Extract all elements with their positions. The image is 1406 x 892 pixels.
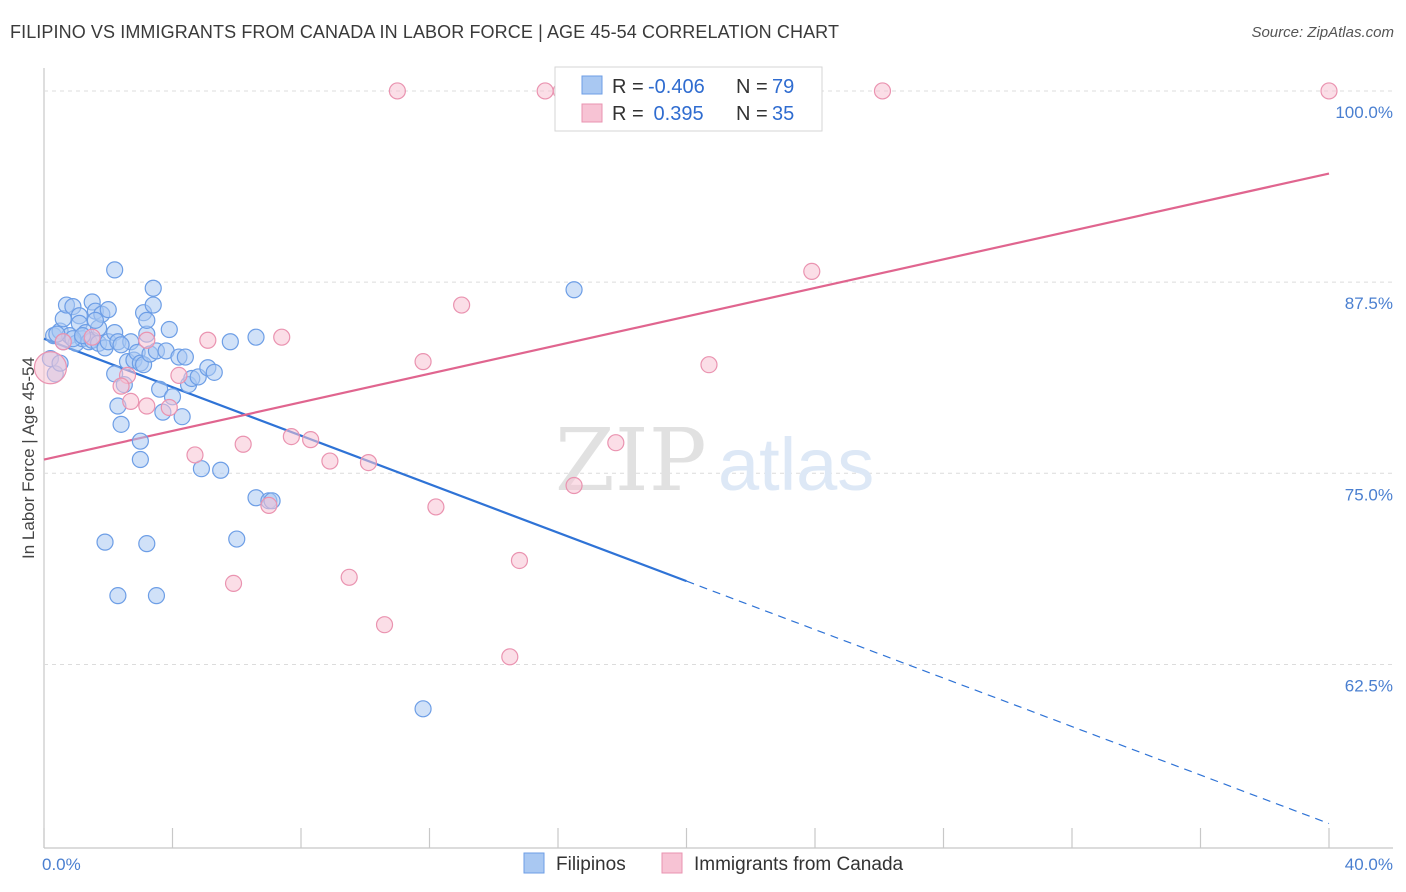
point-filipinos (144, 296, 162, 314)
correlation-legend: R = -0.406 N = 79 R = 0.395 N = 35 (554, 66, 823, 132)
x-tick-label-max: 40.0% (1345, 855, 1393, 874)
legend-n-label-1: N = (736, 76, 773, 98)
point-canada (1320, 82, 1338, 100)
point-filipinos (205, 363, 223, 381)
point-filipinos (86, 311, 105, 329)
legend-n-label-2: N = (736, 103, 773, 125)
point-canada (510, 551, 529, 570)
grid-lines (44, 90, 1393, 665)
point-filipinos (176, 348, 194, 366)
series-legend: Filipinos Immigrants from Canada (523, 852, 904, 875)
point-filipinos (228, 530, 246, 548)
point-canada (388, 82, 406, 100)
y-axis-label: In Labor Force | Age 45-54 (19, 357, 38, 559)
point-canada (260, 496, 278, 515)
point-canada (607, 434, 625, 452)
point-filipinos (144, 279, 162, 297)
point-canada (170, 366, 188, 385)
point-canada (138, 331, 156, 349)
point-filipinos (106, 261, 124, 279)
point-canada (414, 353, 432, 371)
point-filipinos (131, 450, 149, 469)
point-canada (138, 397, 156, 415)
point-filipinos (138, 535, 156, 553)
point-canada (700, 356, 718, 374)
point-canada (340, 568, 358, 586)
point-canada (375, 616, 394, 634)
point-filipinos (112, 336, 130, 354)
chart-title: FILIPINO VS IMMIGRANTS FROM CANADA IN LA… (10, 22, 840, 42)
point-canada (321, 452, 339, 470)
point-filipinos (212, 461, 230, 479)
point-canada (565, 476, 583, 495)
point-canada (302, 431, 320, 449)
series-label-canada: Immigrants from Canada (694, 854, 904, 875)
point-canada (803, 262, 821, 281)
y-tick-label: 87.5% (1345, 294, 1393, 313)
x-axis-ticks (43, 828, 1330, 848)
y-axis-tick-labels: 62.5% 75.0% 87.5% 100.0% (1335, 103, 1393, 696)
series-swatch-filipinos (523, 852, 545, 874)
legend-r-value-1: -0.406 (648, 76, 705, 98)
trend-line-canada (43, 172, 1330, 461)
chart-source: Source: ZipAtlas.com (1251, 24, 1394, 41)
point-filipinos (147, 587, 166, 605)
data-points (33, 82, 1338, 718)
point-filipinos (173, 408, 191, 426)
point-canada (234, 435, 252, 453)
y-tick-label: 100.0% (1335, 103, 1393, 122)
point-canada (359, 453, 378, 472)
legend-n-value-2: 35 (772, 103, 794, 125)
point-canada (199, 331, 217, 349)
point-canada (112, 377, 130, 395)
point-filipinos (414, 700, 432, 718)
point-canada (224, 574, 243, 593)
point-filipinos (99, 301, 117, 319)
legend-swatch-canada (581, 103, 603, 123)
point-filipinos (247, 328, 265, 346)
point-filipinos (192, 460, 211, 478)
watermark-atlas: atlas (718, 423, 874, 506)
legend-swatch-filipinos (581, 75, 603, 95)
point-canada (536, 82, 554, 100)
point-filipinos (221, 333, 239, 351)
trend-line-filipinos-extrapolated (686, 580, 1330, 825)
watermark-zip: ZIP (555, 411, 707, 511)
point-canada (282, 427, 300, 446)
legend-r-label-1: R = (612, 76, 649, 98)
legend-n-value-1: 79 (772, 76, 794, 98)
point-filipinos (151, 380, 169, 398)
point-filipinos (96, 533, 114, 551)
point-filipinos (131, 432, 149, 450)
point-canada (83, 328, 101, 346)
x-tick-label-min: 0.0% (42, 855, 81, 874)
point-canada (501, 648, 519, 666)
point-canada (427, 498, 445, 516)
y-tick-label: 75.0% (1345, 485, 1393, 504)
point-filipinos (565, 281, 583, 299)
point-filipinos (138, 311, 156, 329)
point-canada (54, 333, 72, 351)
point-filipinos (109, 587, 127, 605)
point-canada (453, 296, 471, 314)
point-filipinos (160, 320, 178, 339)
series-label-filipinos: Filipinos (556, 854, 626, 875)
legend-r-value-2: 0.395 (648, 103, 704, 125)
point-canada (160, 398, 178, 417)
point-canada (122, 392, 140, 411)
legend-r-label-2: R = (612, 103, 649, 125)
y-tick-label: 62.5% (1345, 676, 1393, 695)
series-swatch-canada (661, 852, 683, 874)
point-canada (273, 328, 291, 346)
point-canada (873, 82, 892, 100)
point-canada (186, 446, 204, 464)
point-canada (33, 351, 68, 385)
point-filipinos (112, 415, 130, 433)
